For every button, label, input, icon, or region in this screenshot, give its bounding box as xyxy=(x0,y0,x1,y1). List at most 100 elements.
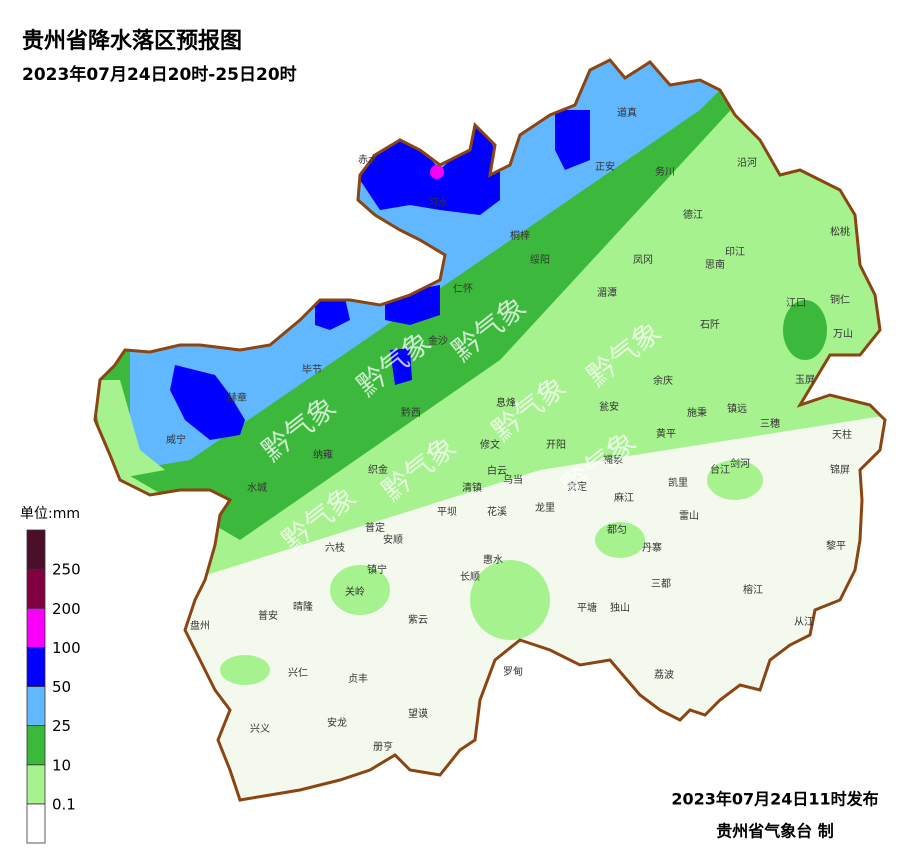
county-label: 黄平 xyxy=(656,427,676,440)
county-label: 道真 xyxy=(617,106,637,119)
county-label: 三都 xyxy=(651,578,671,590)
county-label: 仁怀 xyxy=(453,283,473,295)
county-label: 黎平 xyxy=(826,539,846,552)
county-label: 雷山 xyxy=(679,510,699,522)
legend-title: 单位:mm xyxy=(20,506,80,522)
county-label: 榕江 xyxy=(743,583,763,596)
county-label: 织金 xyxy=(368,463,388,476)
county-label: 印江 xyxy=(725,246,745,258)
county-label: 兴义 xyxy=(250,723,270,735)
county-label: 玉屏 xyxy=(795,374,815,386)
county-label: 罗甸 xyxy=(503,665,523,678)
legend-label: 50 xyxy=(52,678,71,696)
county-label: 石阡 xyxy=(700,319,720,331)
county-label: 绥阳 xyxy=(530,254,550,266)
county-label: 务川 xyxy=(655,165,675,178)
county-label: 白云 xyxy=(487,464,507,477)
legend-swatch xyxy=(26,529,46,570)
county-label: 惠水 xyxy=(483,553,503,566)
county-label: 平坝 xyxy=(437,506,457,518)
county-label: 麻江 xyxy=(614,491,634,504)
county-label: 松桃 xyxy=(830,225,850,238)
county-label: 荔波 xyxy=(654,668,674,681)
county-label: 赤水 xyxy=(358,154,378,166)
county-label: 威宁 xyxy=(166,433,186,446)
county-label: 普定 xyxy=(365,521,385,534)
legend-label: 10 xyxy=(52,756,71,774)
title: 贵州省降水落区预报图 xyxy=(22,29,242,54)
county-label: 镇远 xyxy=(727,402,747,415)
county-label: 湄潭 xyxy=(597,287,617,299)
county-label: 丹寨 xyxy=(642,541,662,554)
county-label: 赫章 xyxy=(227,391,247,404)
county-label: 晴隆 xyxy=(293,600,313,613)
legend-swatch xyxy=(26,803,46,844)
county-label: 六枝 xyxy=(325,541,345,554)
county-label: 福泉 xyxy=(603,453,623,466)
county-label: 瓮安 xyxy=(599,400,619,413)
county-label: 兴仁 xyxy=(288,667,308,679)
county-label: 镇宁 xyxy=(367,563,387,576)
county-label: 纳雍 xyxy=(313,448,333,461)
county-label: 万山 xyxy=(833,328,853,340)
county-label: 贞丰 xyxy=(348,672,368,685)
legend-swatch xyxy=(26,686,46,727)
county-label: 都匀 xyxy=(607,524,627,536)
county-label: 铜仁 xyxy=(830,294,850,306)
county-label: 望谟 xyxy=(408,707,428,720)
legend-label: 200 xyxy=(52,600,81,618)
legend: 0.1 10 25 50 100 200 250 xyxy=(26,529,81,844)
issued-time: 2023年07月24日11时发布 xyxy=(671,790,878,809)
county-label: 余庆 xyxy=(653,374,673,387)
county-label: 天柱 xyxy=(832,428,852,441)
county-label: 从江 xyxy=(794,616,814,628)
county-label: 金沙 xyxy=(428,334,448,347)
legend-swatch xyxy=(26,646,46,687)
legend-swatch xyxy=(26,764,46,805)
county-label: 黔西 xyxy=(401,406,421,419)
legend-label: 250 xyxy=(52,561,81,579)
county-label: 普安 xyxy=(258,609,278,622)
county-label: 剑河 xyxy=(730,457,750,470)
county-label: 长顺 xyxy=(460,571,480,583)
county-label: 凤冈 xyxy=(633,254,653,266)
county-label: 平塘 xyxy=(577,601,597,614)
county-label: 修文 xyxy=(480,438,500,451)
legend-swatch xyxy=(26,607,46,648)
county-label: 习水 xyxy=(428,197,448,209)
county-label: 安顺 xyxy=(383,533,403,546)
county-label: 台江 xyxy=(710,463,730,476)
county-label: 江口 xyxy=(786,297,806,309)
county-label: 沿河 xyxy=(737,157,757,169)
legend-swatch xyxy=(26,568,46,609)
county-label: 紫云 xyxy=(408,614,428,626)
county-label: 贵定 xyxy=(567,480,587,493)
county-label: 思南 xyxy=(705,258,725,271)
county-label: 桐梓 xyxy=(510,229,530,242)
county-label: 册亨 xyxy=(373,740,393,753)
county-label: 开阳 xyxy=(546,439,566,451)
county-label: 清镇 xyxy=(462,481,482,494)
agency: 贵州省气象台 制 xyxy=(716,822,834,841)
legend-label: 100 xyxy=(52,639,81,657)
county-label: 花溪 xyxy=(487,505,507,518)
legend-swatch xyxy=(26,725,46,766)
legend-label: 0.1 xyxy=(52,795,76,813)
county-label: 锦屏 xyxy=(830,463,850,476)
county-label: 正安 xyxy=(595,160,615,173)
county-label: 水城 xyxy=(247,482,267,494)
county-label: 独山 xyxy=(610,601,630,614)
county-label: 施秉 xyxy=(687,406,707,419)
county-label: 毕节 xyxy=(302,363,322,376)
county-label: 德江 xyxy=(683,208,703,221)
county-label: 三穗 xyxy=(760,417,780,430)
subtitle: 2023年07月24日20时-25日20时 xyxy=(22,64,297,85)
county-label: 凯里 xyxy=(668,476,688,489)
county-label: 安龙 xyxy=(327,716,347,729)
county-label: 乌当 xyxy=(503,473,523,486)
legend-label: 25 xyxy=(52,717,71,735)
county-label: 关岭 xyxy=(345,585,365,598)
